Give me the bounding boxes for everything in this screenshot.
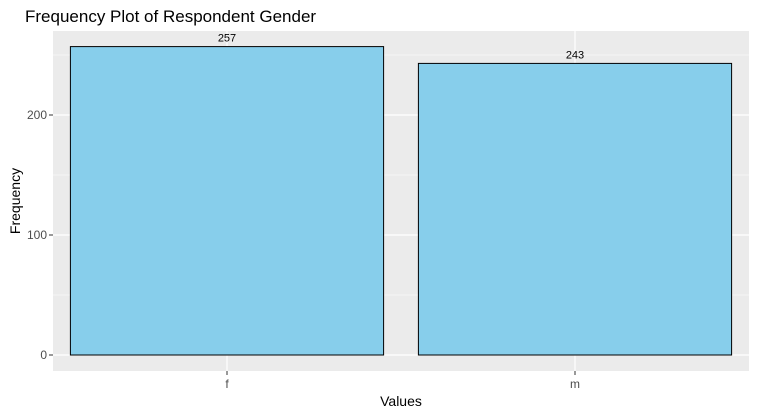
x-tick-label: m <box>570 377 580 391</box>
x-tick-label: f <box>225 377 229 391</box>
chart-title: Frequency Plot of Respondent Gender <box>25 7 316 26</box>
y-axis-title: Frequency <box>7 168 23 234</box>
y-axis: 0 100 200 <box>27 108 53 362</box>
bar-value-label: 257 <box>218 33 236 45</box>
y-tick-label: 200 <box>27 108 47 122</box>
data-labels: 257 243 <box>218 33 584 62</box>
bar-value-label: 243 <box>566 49 584 61</box>
y-tick-label: 100 <box>27 228 47 242</box>
x-axis-title: Values <box>380 393 422 409</box>
bar-f <box>69 46 385 356</box>
bar-m <box>417 62 733 356</box>
y-tick-label: 0 <box>40 348 47 362</box>
bars <box>69 46 733 356</box>
